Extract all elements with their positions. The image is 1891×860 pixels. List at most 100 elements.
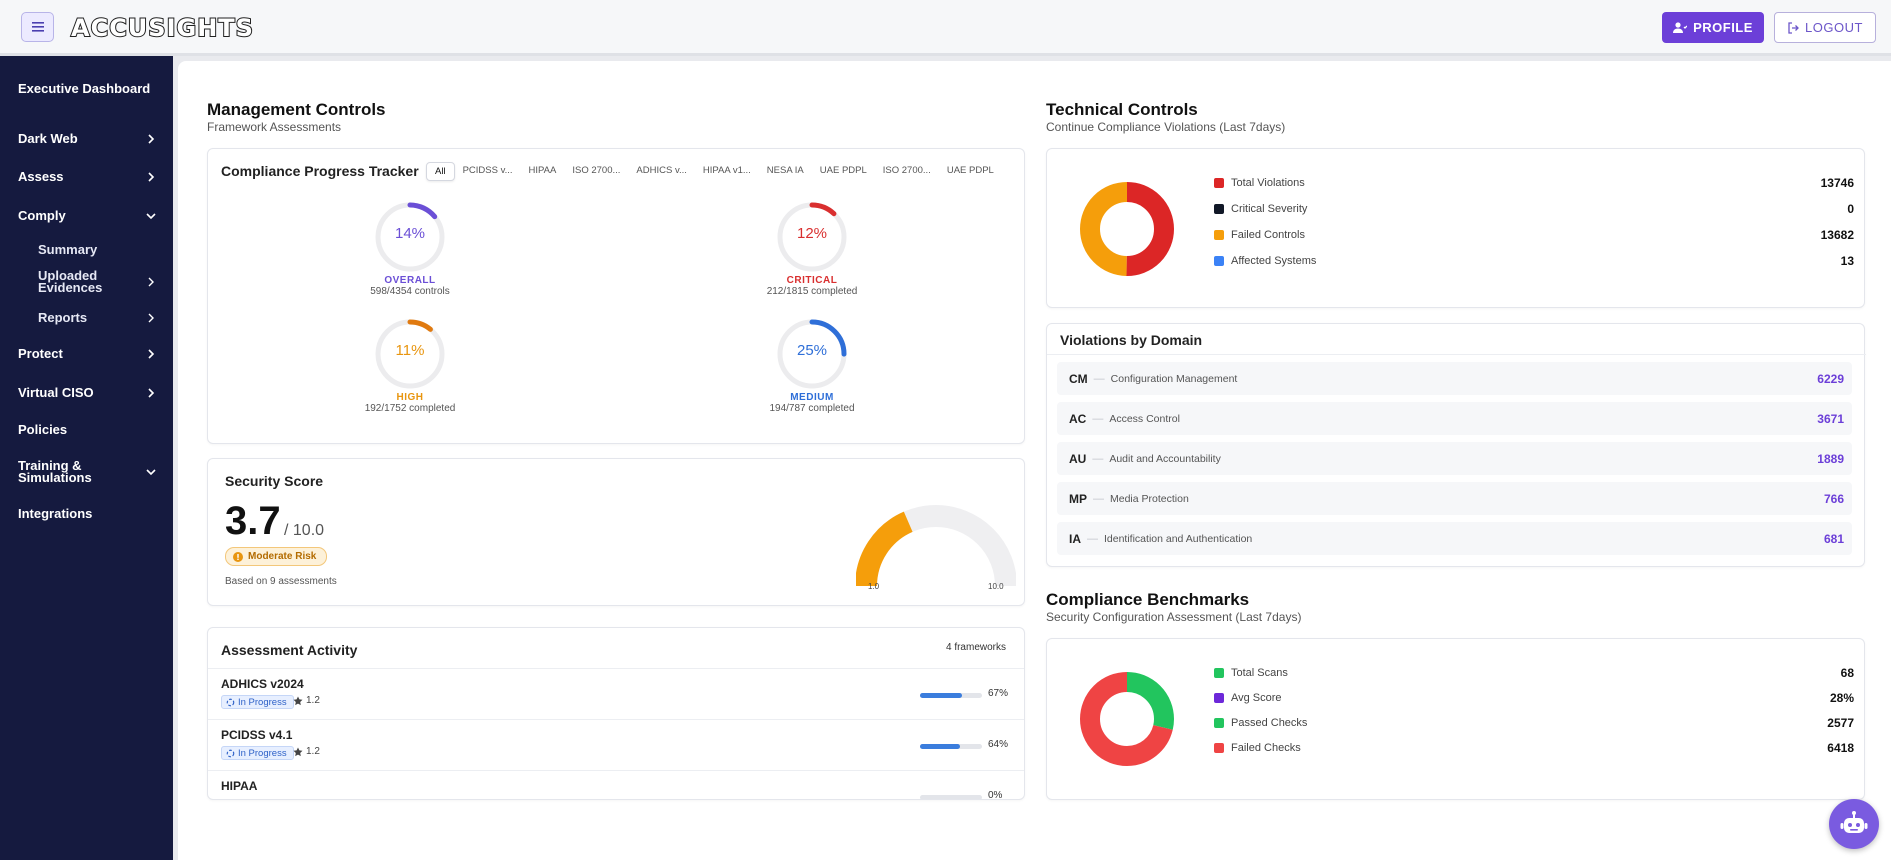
chevron-down-icon xyxy=(146,212,156,219)
sidebar-item-protect[interactable]: Protect xyxy=(18,346,158,361)
domain-count: 1889 xyxy=(1817,451,1844,466)
donut-slice xyxy=(1080,672,1174,766)
domain-name: Identification and Authentication xyxy=(1104,532,1253,545)
framework-tab[interactable]: ADHICS v... xyxy=(636,165,687,176)
sidebar-item-assess[interactable]: Assess xyxy=(18,169,158,184)
sidebar-item-comply[interactable]: Comply xyxy=(18,208,158,223)
framework-tab[interactable]: PCIDSS v... xyxy=(462,165,513,176)
activity-row[interactable]: HIPAA 0% xyxy=(208,770,1024,800)
gauge-fill xyxy=(856,511,913,587)
framework-tab[interactable]: All xyxy=(426,162,455,181)
domain-count: 6229 xyxy=(1817,371,1844,386)
sidebar-item-executive-dashboard[interactable]: Executive Dashboard xyxy=(18,81,158,96)
sidebar-item-label: Executive Dashboard xyxy=(18,81,151,96)
violations-by-domain-card: Violations by Domain CM — Configuration Ma… xyxy=(1046,323,1866,567)
framework-tab[interactable]: UAE PDPL xyxy=(946,165,994,176)
rating: 1.2 xyxy=(293,746,320,757)
gauge-sub: 194/787 completed xyxy=(769,403,855,414)
security-score-card: Security Score 3.7 / 10.0 Moderate Risk … xyxy=(207,458,1025,606)
domain-count: 681 xyxy=(1823,531,1844,546)
star-icon xyxy=(293,747,303,756)
main-content: Management Controls Framework Assessment… xyxy=(178,61,1891,860)
legend-item: Failed Checks 6418 xyxy=(1214,741,1854,755)
progress-percent: 0% xyxy=(988,790,1003,800)
gauge-min-label: 1.0 xyxy=(868,582,880,591)
domain-name: Access Control xyxy=(1109,412,1180,425)
chevron-right-icon xyxy=(148,277,154,287)
gauge-label: HIGH xyxy=(396,392,424,403)
sidebar-subitem-label: Reports xyxy=(38,310,88,325)
progress-ring xyxy=(375,319,445,389)
status-label: In Progress xyxy=(238,747,287,759)
risk-badge: Moderate Risk xyxy=(225,547,328,566)
activity-row[interactable]: PCIDSS v4.1 In Progress 1.2 64% xyxy=(208,719,1024,770)
separator: — xyxy=(1092,452,1104,465)
framework-tab[interactable]: ISO 2700... xyxy=(882,165,931,176)
legend-value: 68 xyxy=(1840,666,1854,680)
progress-bar xyxy=(920,744,982,749)
menu-toggle-button[interactable] xyxy=(21,12,54,42)
sidebar-subitem-summary[interactable]: Summary xyxy=(38,242,158,257)
sidebar-item-label: Training & Simulations xyxy=(18,458,92,485)
sidebar-subitem-uploaded-evidences[interactable]: Uploaded Evidences xyxy=(38,269,158,294)
robot-icon xyxy=(1840,811,1868,833)
sidebar-item-virtual-ciso[interactable]: Virtual CISO xyxy=(18,385,158,400)
domain-count: 3671 xyxy=(1817,411,1844,426)
gauge-percent: 11% xyxy=(395,342,425,359)
sidebar-subitem-reports[interactable]: Reports xyxy=(38,310,158,325)
legend-item: Avg Score 28% xyxy=(1214,691,1854,705)
activity-row[interactable]: ADHICS v2024 In Progress 1.2 67% xyxy=(208,668,1024,719)
sidebar-item-label: Policies xyxy=(18,422,68,437)
benchmarks-donut-chart xyxy=(1080,672,1174,766)
legend-label: Avg Score xyxy=(1231,692,1282,704)
gauge-percent: 14% xyxy=(394,225,426,242)
framework-tab[interactable]: HIPAA xyxy=(528,165,557,176)
sidebar-item-dark-web[interactable]: Dark Web xyxy=(18,131,158,146)
progress-fill xyxy=(920,744,960,749)
gauge-medium: 25% MEDIUM 194/787 completed xyxy=(742,318,882,414)
sidebar-item-label: Dark Web xyxy=(18,131,78,146)
sidebar-item-policies[interactable]: Policies xyxy=(18,422,158,437)
sidebar-item-label: Integrations xyxy=(18,506,93,521)
legend-swatch xyxy=(1214,668,1224,678)
domain-row[interactable]: IA — Identification and Authentication 681 xyxy=(1057,522,1852,555)
separator: — xyxy=(1093,372,1105,385)
profile-button[interactable]: PROFILE xyxy=(1662,12,1764,43)
chatbot-button[interactable] xyxy=(1829,799,1879,849)
legend-swatch xyxy=(1214,204,1224,214)
logout-button[interactable]: LOGOUT xyxy=(1774,12,1876,43)
sidebar-item-integrations[interactable]: Integrations xyxy=(18,506,158,521)
legend-item: Failed Controls 13682 xyxy=(1214,228,1854,242)
frameworks-count: 4 frameworks xyxy=(945,642,1006,653)
user-icon xyxy=(1673,21,1688,33)
gauge-max-label: 10.0 xyxy=(988,582,1004,591)
progress-ring xyxy=(777,202,847,272)
domain-row[interactable]: AU — Audit and Accountability 1889 xyxy=(1057,442,1852,475)
gauge-overall: 14% OVERALL 598/4354 controls xyxy=(340,201,480,297)
gauge-critical: 12% CRITICAL 212/1815 completed xyxy=(742,201,882,297)
framework-tab[interactable]: ISO 2700... xyxy=(572,165,621,176)
legend-swatch xyxy=(1214,743,1224,753)
gauge-label: CRITICAL xyxy=(786,275,838,286)
domain-code: CM xyxy=(1069,371,1088,386)
sidebar-item-training-simulations[interactable]: Training & Simulations xyxy=(18,458,158,485)
framework-tab[interactable]: NESA IA xyxy=(766,165,804,176)
progress-percent: 67% xyxy=(988,688,1009,699)
legend-value: 13682 xyxy=(1820,228,1854,242)
spinner-icon xyxy=(226,749,235,757)
domain-row[interactable]: MP — Media Protection 766 xyxy=(1057,482,1852,515)
rating: 1.2 xyxy=(293,695,320,706)
assessment-activity-title: Assessment Activity xyxy=(221,642,358,658)
domain-code: AC xyxy=(1069,411,1087,426)
domain-name: Media Protection xyxy=(1110,492,1189,505)
framework-tab[interactable]: UAE PDPL xyxy=(819,165,867,176)
legend-swatch xyxy=(1214,178,1224,188)
legend-label: Critical Severity xyxy=(1231,203,1308,215)
legend-value: 13746 xyxy=(1820,176,1854,190)
domain-row[interactable]: CM — Configuration Management 6229 xyxy=(1057,362,1852,395)
legend-value: 28% xyxy=(1829,691,1854,705)
progress-ring xyxy=(375,202,445,272)
domain-row[interactable]: AC — Access Control 3671 xyxy=(1057,402,1852,435)
progress-bar xyxy=(920,693,982,698)
framework-tab[interactable]: HIPAA v1... xyxy=(702,165,751,176)
